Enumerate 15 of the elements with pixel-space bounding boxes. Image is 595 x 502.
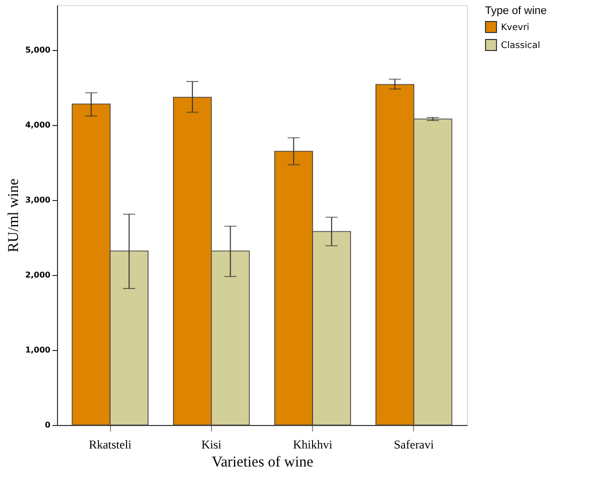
x-tick-label: Khikhvi [292,438,333,452]
y-tick-label: 3,000 [25,196,51,204]
y-tick-label: 1,000 [25,346,51,354]
y-tick-label: 5,000 [25,46,51,54]
legend-title: Type of wine [485,5,547,17]
x-tick-label: Rkatsteli [88,438,132,452]
x-tick-label: Kisi [201,438,222,452]
x-tick-label: Saferavi [394,438,435,452]
legend-label: Classical [501,41,540,51]
y-tick-label: 0 [44,420,51,430]
y-axis-title: RU/ml wine [6,178,22,252]
y-tick-label: 2,000 [25,270,51,280]
y-tick-label: 4,000 [25,120,51,130]
legend-label: Kvevri [501,23,530,33]
x-axis-title: Varieties of wine [212,454,314,470]
